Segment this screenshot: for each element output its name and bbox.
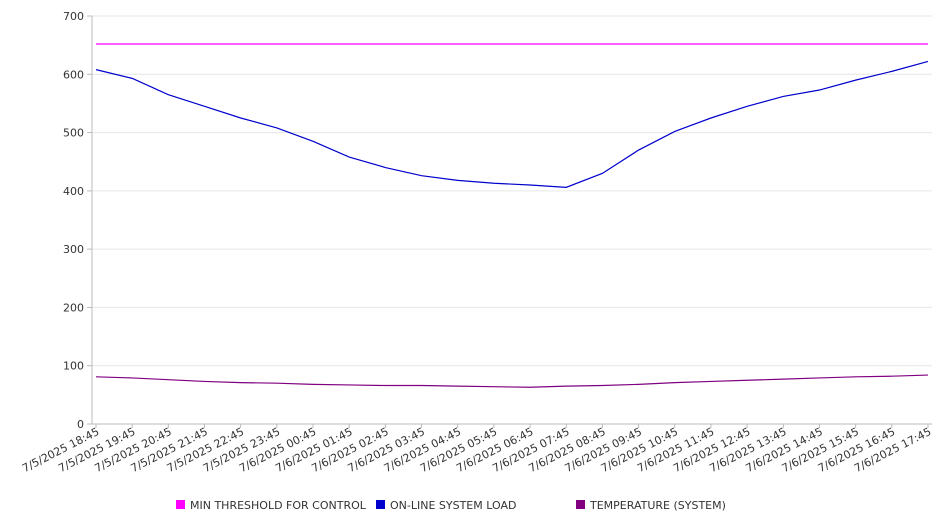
y-tick-labels: 0 100 200 300 400 500 600 700 — [63, 10, 84, 431]
series-layer — [95, 43, 929, 388]
y-tick-label: 400 — [63, 185, 84, 198]
legend-swatch — [576, 500, 585, 509]
y-tick-label: 100 — [63, 360, 84, 373]
legend-label: TEMPERATURE (SYSTEM) — [589, 499, 726, 512]
x-tick-labels: 7/5/2025 18:457/5/2025 19:457/5/2025 20:… — [20, 425, 933, 475]
y-tick-label: 200 — [63, 301, 84, 314]
legend-label: MIN THRESHOLD FOR CONTROL — [190, 499, 367, 512]
series-line-3 — [95, 374, 929, 388]
legend-swatch — [376, 500, 385, 509]
series-line-2 — [95, 60, 929, 188]
legend-label: ON-LINE SYSTEM LOAD — [390, 499, 516, 512]
legend: MIN THRESHOLD FOR CONTROL ON-LINE SYSTEM … — [176, 499, 726, 512]
axis-layer — [87, 15, 932, 428]
grid-layer — [92, 15, 932, 425]
y-tick-label: 600 — [63, 68, 84, 81]
legend-swatch — [176, 500, 185, 509]
y-tick-label: 300 — [63, 243, 84, 256]
y-tick-label: 0 — [77, 418, 84, 431]
y-tick-label: 500 — [63, 127, 84, 140]
y-tick-label: 700 — [63, 10, 84, 23]
